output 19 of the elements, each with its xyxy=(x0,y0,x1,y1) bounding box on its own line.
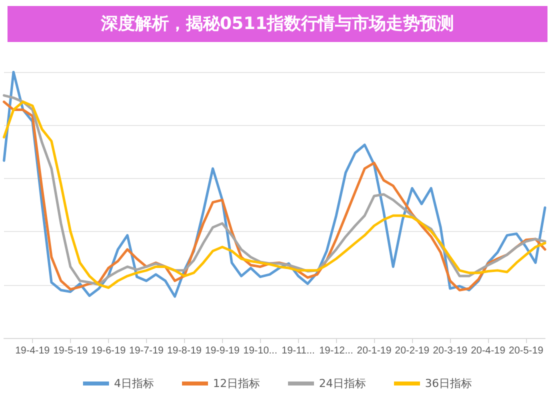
x-tick-label: 19-4-19 xyxy=(15,346,50,356)
chart-title: 深度解析，揭秘0511指数行情与市场走势预测 xyxy=(100,14,454,34)
x-tick-label: 19-10... xyxy=(243,346,278,356)
x-tick-label: 19-12... xyxy=(319,346,354,356)
x-tick-label: 19-6-19 xyxy=(91,346,126,356)
legend-label: 4日指标 xyxy=(114,377,154,390)
x-tick-label: 20-3-19 xyxy=(432,346,468,356)
legend-label: 36日指标 xyxy=(425,377,472,390)
x-tick-label: 19-8-19 xyxy=(167,346,202,356)
x-tick-label: 19-11... xyxy=(282,346,315,356)
x-tick-label: 20-4-19 xyxy=(470,346,506,356)
legend-label: 12日指标 xyxy=(213,377,260,390)
x-tick-label: 20-1-19 xyxy=(356,346,392,356)
x-tick-label: 20-2-19 xyxy=(394,346,430,356)
legend-label: 24日指标 xyxy=(319,377,366,390)
x-tick-label: 19-9-19 xyxy=(205,346,240,356)
x-tick-label: 20-5-19 xyxy=(508,346,544,356)
x-tick-label: 19-7-19 xyxy=(129,346,164,356)
x-tick-label: 19-5-19 xyxy=(53,346,88,356)
